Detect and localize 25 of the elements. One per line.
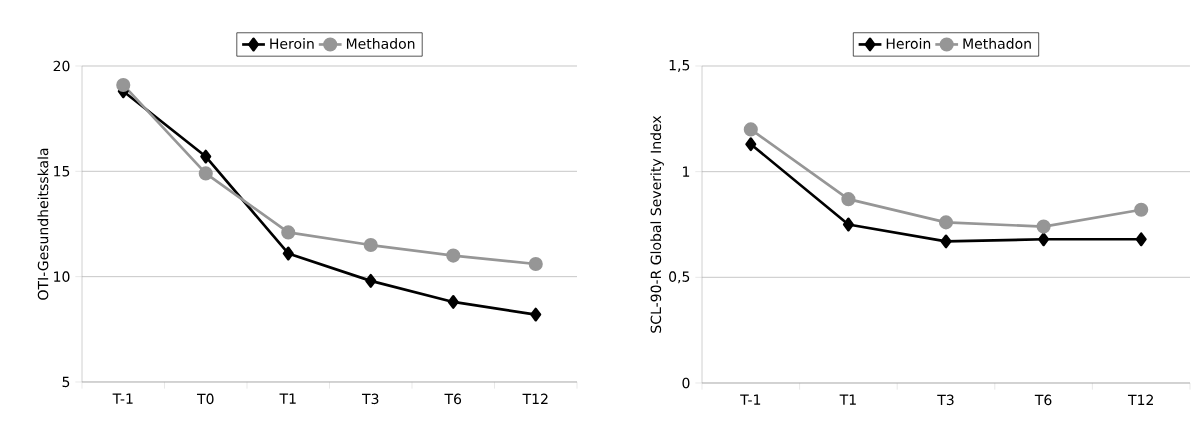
y-tick-label: 0 [682,377,690,389]
x-tick-label: T6 [444,393,462,405]
x-tick-label: T0 [196,393,214,405]
x-tick-label: T-1 [740,394,761,405]
y-tick-label: 10 [54,271,70,282]
x-tick-label: T3 [361,393,379,405]
y-tick-label: 0,5 [669,271,690,284]
x-tick-label: T12 [1127,394,1153,405]
y-tick-label: 20 [53,60,70,72]
x-tick-label: T1 [279,393,296,404]
y-tick-label: 5 [62,376,70,388]
legend-label: Methadon [963,38,1031,49]
legend-label: Methadon [346,38,415,49]
y-tick-label: 1,5 [669,60,690,72]
legend-label: Heroin [270,38,314,49]
y-tick-label: 1 [683,166,690,177]
x-tick-label: T3 [937,394,954,406]
x-tick-label: T12 [522,393,548,404]
y-axis-title: SCL-90-R Global Severity Index [650,115,664,333]
x-tick-label: T1 [839,394,856,405]
y-tick-label: 15 [54,166,70,177]
x-tick-label: T6 [1034,394,1052,406]
x-tick-label: T-1 [112,393,133,404]
y-axis-title: OTI-Gesundheitsskala [37,148,49,300]
legend-label: Heroin [886,38,931,49]
